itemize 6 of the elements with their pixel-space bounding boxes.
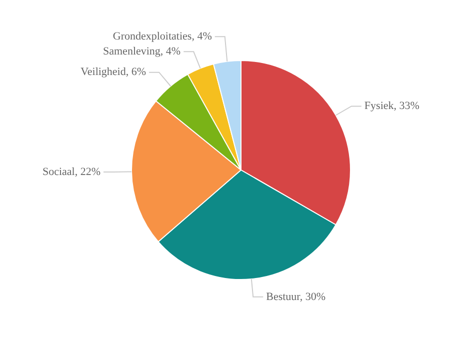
slice-label: Sociaal, 22% (42, 166, 101, 178)
slice-label: Grondexploitaties, 4% (112, 30, 212, 43)
slice-label: Fysiek, 33% (364, 100, 420, 112)
slice-label: Bestuur, 30% (266, 290, 326, 303)
slice-label: Veiligheid, 6% (80, 66, 146, 78)
slice-label: Samenleving, 4% (103, 46, 181, 58)
